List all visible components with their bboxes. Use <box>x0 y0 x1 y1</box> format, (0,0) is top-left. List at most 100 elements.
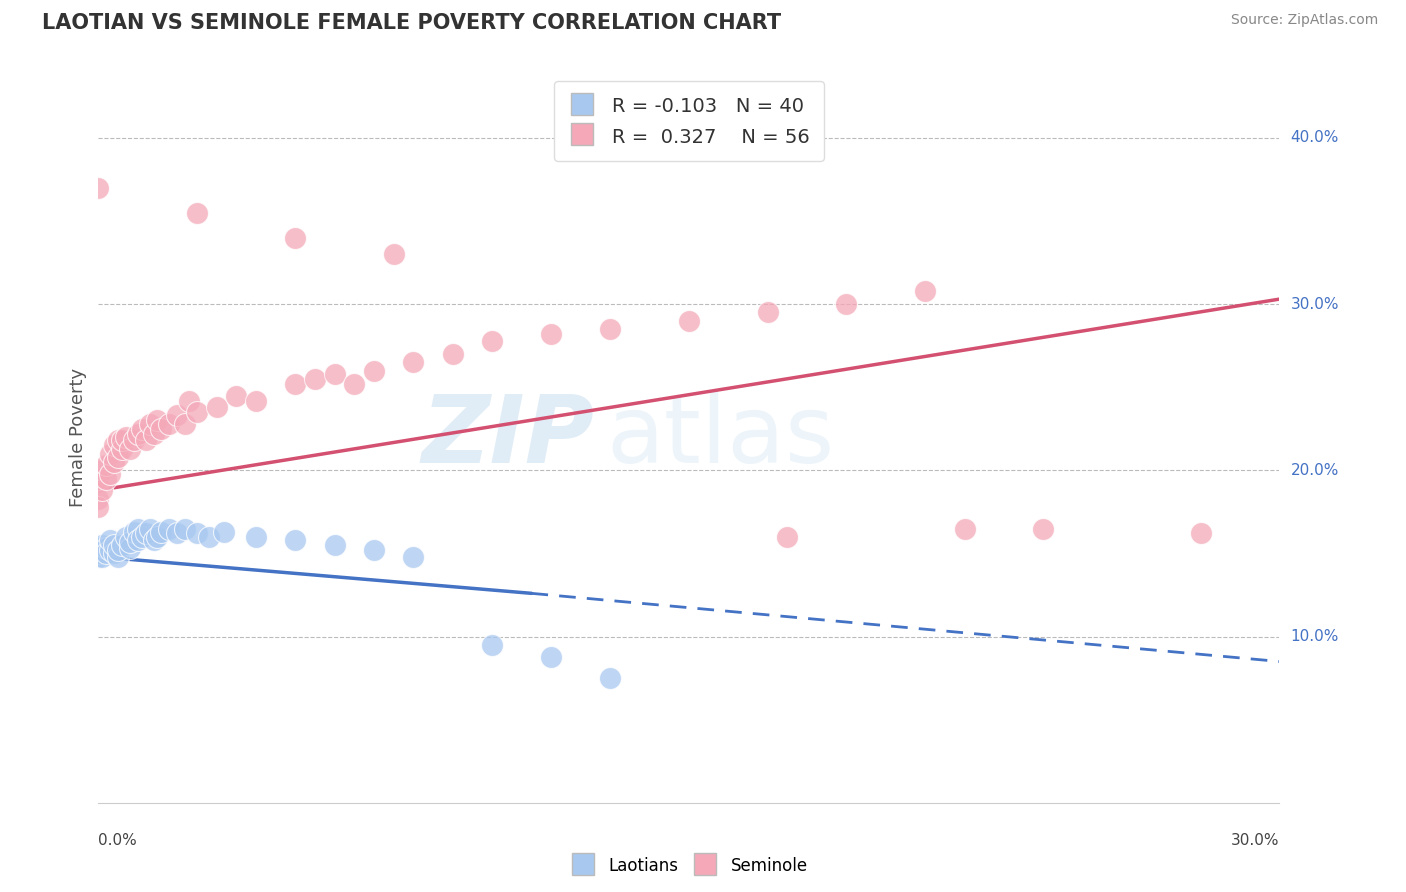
Point <box>1189 526 1212 541</box>
Point <box>127 521 149 535</box>
Point <box>98 533 121 548</box>
Point <box>186 205 208 219</box>
Point <box>225 388 247 402</box>
Point <box>91 463 114 477</box>
Point <box>118 541 141 556</box>
Point <box>343 376 366 391</box>
Point <box>111 538 134 552</box>
Point <box>107 450 129 464</box>
Point <box>98 543 121 558</box>
Point <box>835 297 858 311</box>
Text: atlas: atlas <box>606 391 835 483</box>
Text: LAOTIAN VS SEMINOLE FEMALE POVERTY CORRELATION CHART: LAOTIAN VS SEMINOLE FEMALE POVERTY CORRE… <box>42 13 782 33</box>
Point <box>96 472 118 486</box>
Point <box>118 442 141 456</box>
Point <box>131 530 153 544</box>
Point <box>284 376 307 391</box>
Point <box>118 534 141 549</box>
Point <box>481 638 503 652</box>
Point <box>304 372 326 386</box>
Point <box>111 442 134 456</box>
Point <box>146 413 169 427</box>
Point <box>131 422 153 436</box>
Point <box>157 521 180 535</box>
Point <box>323 538 346 552</box>
Point <box>115 430 138 444</box>
Point <box>382 247 405 261</box>
Point <box>402 549 425 564</box>
Text: 30.0%: 30.0% <box>1232 833 1279 848</box>
Point <box>87 549 110 564</box>
Point <box>540 326 562 341</box>
Point <box>402 355 425 369</box>
Point <box>138 521 160 535</box>
Point <box>103 538 125 552</box>
Point <box>363 543 385 558</box>
Point <box>87 491 110 506</box>
Point <box>96 458 118 473</box>
Point <box>284 533 307 548</box>
Point <box>127 533 149 548</box>
Point <box>599 322 621 336</box>
Point <box>142 426 165 441</box>
Text: ZIP: ZIP <box>422 391 595 483</box>
Point <box>87 541 110 556</box>
Point <box>87 180 110 194</box>
Point <box>91 549 114 564</box>
Point <box>1032 521 1054 535</box>
Point <box>87 500 110 514</box>
Point <box>107 549 129 564</box>
Point <box>166 526 188 541</box>
Point <box>107 543 129 558</box>
Legend: Laotians, Seminole: Laotians, Seminole <box>564 850 814 882</box>
Point <box>481 334 503 348</box>
Point <box>91 483 114 498</box>
Point <box>214 524 236 539</box>
Point <box>776 530 799 544</box>
Point <box>599 671 621 685</box>
Text: 20.0%: 20.0% <box>1291 463 1339 478</box>
Point <box>157 417 180 431</box>
Point <box>103 438 125 452</box>
Point <box>127 426 149 441</box>
Point <box>122 524 145 539</box>
Point <box>135 526 157 541</box>
Point <box>284 230 307 244</box>
Point <box>115 530 138 544</box>
Point <box>87 546 110 560</box>
Point <box>914 284 936 298</box>
Text: 30.0%: 30.0% <box>1291 297 1339 311</box>
Text: 0.0%: 0.0% <box>98 833 138 848</box>
Point <box>186 526 208 541</box>
Point <box>756 305 779 319</box>
Point <box>540 649 562 664</box>
Point <box>98 447 121 461</box>
Point <box>150 422 173 436</box>
Point <box>363 363 385 377</box>
Point <box>103 455 125 469</box>
Point <box>87 475 110 489</box>
Point <box>91 538 114 552</box>
Point <box>166 409 188 423</box>
Point <box>197 530 219 544</box>
Point <box>441 347 464 361</box>
Point <box>138 417 160 431</box>
Text: Source: ZipAtlas.com: Source: ZipAtlas.com <box>1230 13 1378 28</box>
Point <box>953 521 976 535</box>
Point <box>323 367 346 381</box>
Point <box>96 546 118 560</box>
Point <box>98 467 121 481</box>
Point <box>87 472 110 486</box>
Point <box>174 521 197 535</box>
Text: 40.0%: 40.0% <box>1291 130 1339 145</box>
Point <box>103 546 125 560</box>
Point <box>205 400 228 414</box>
Point <box>678 314 700 328</box>
Point <box>107 434 129 448</box>
Point <box>142 533 165 548</box>
Point <box>111 434 134 448</box>
Y-axis label: Female Poverty: Female Poverty <box>69 368 87 507</box>
Point <box>96 541 118 556</box>
Point <box>245 530 267 544</box>
Text: 10.0%: 10.0% <box>1291 629 1339 644</box>
